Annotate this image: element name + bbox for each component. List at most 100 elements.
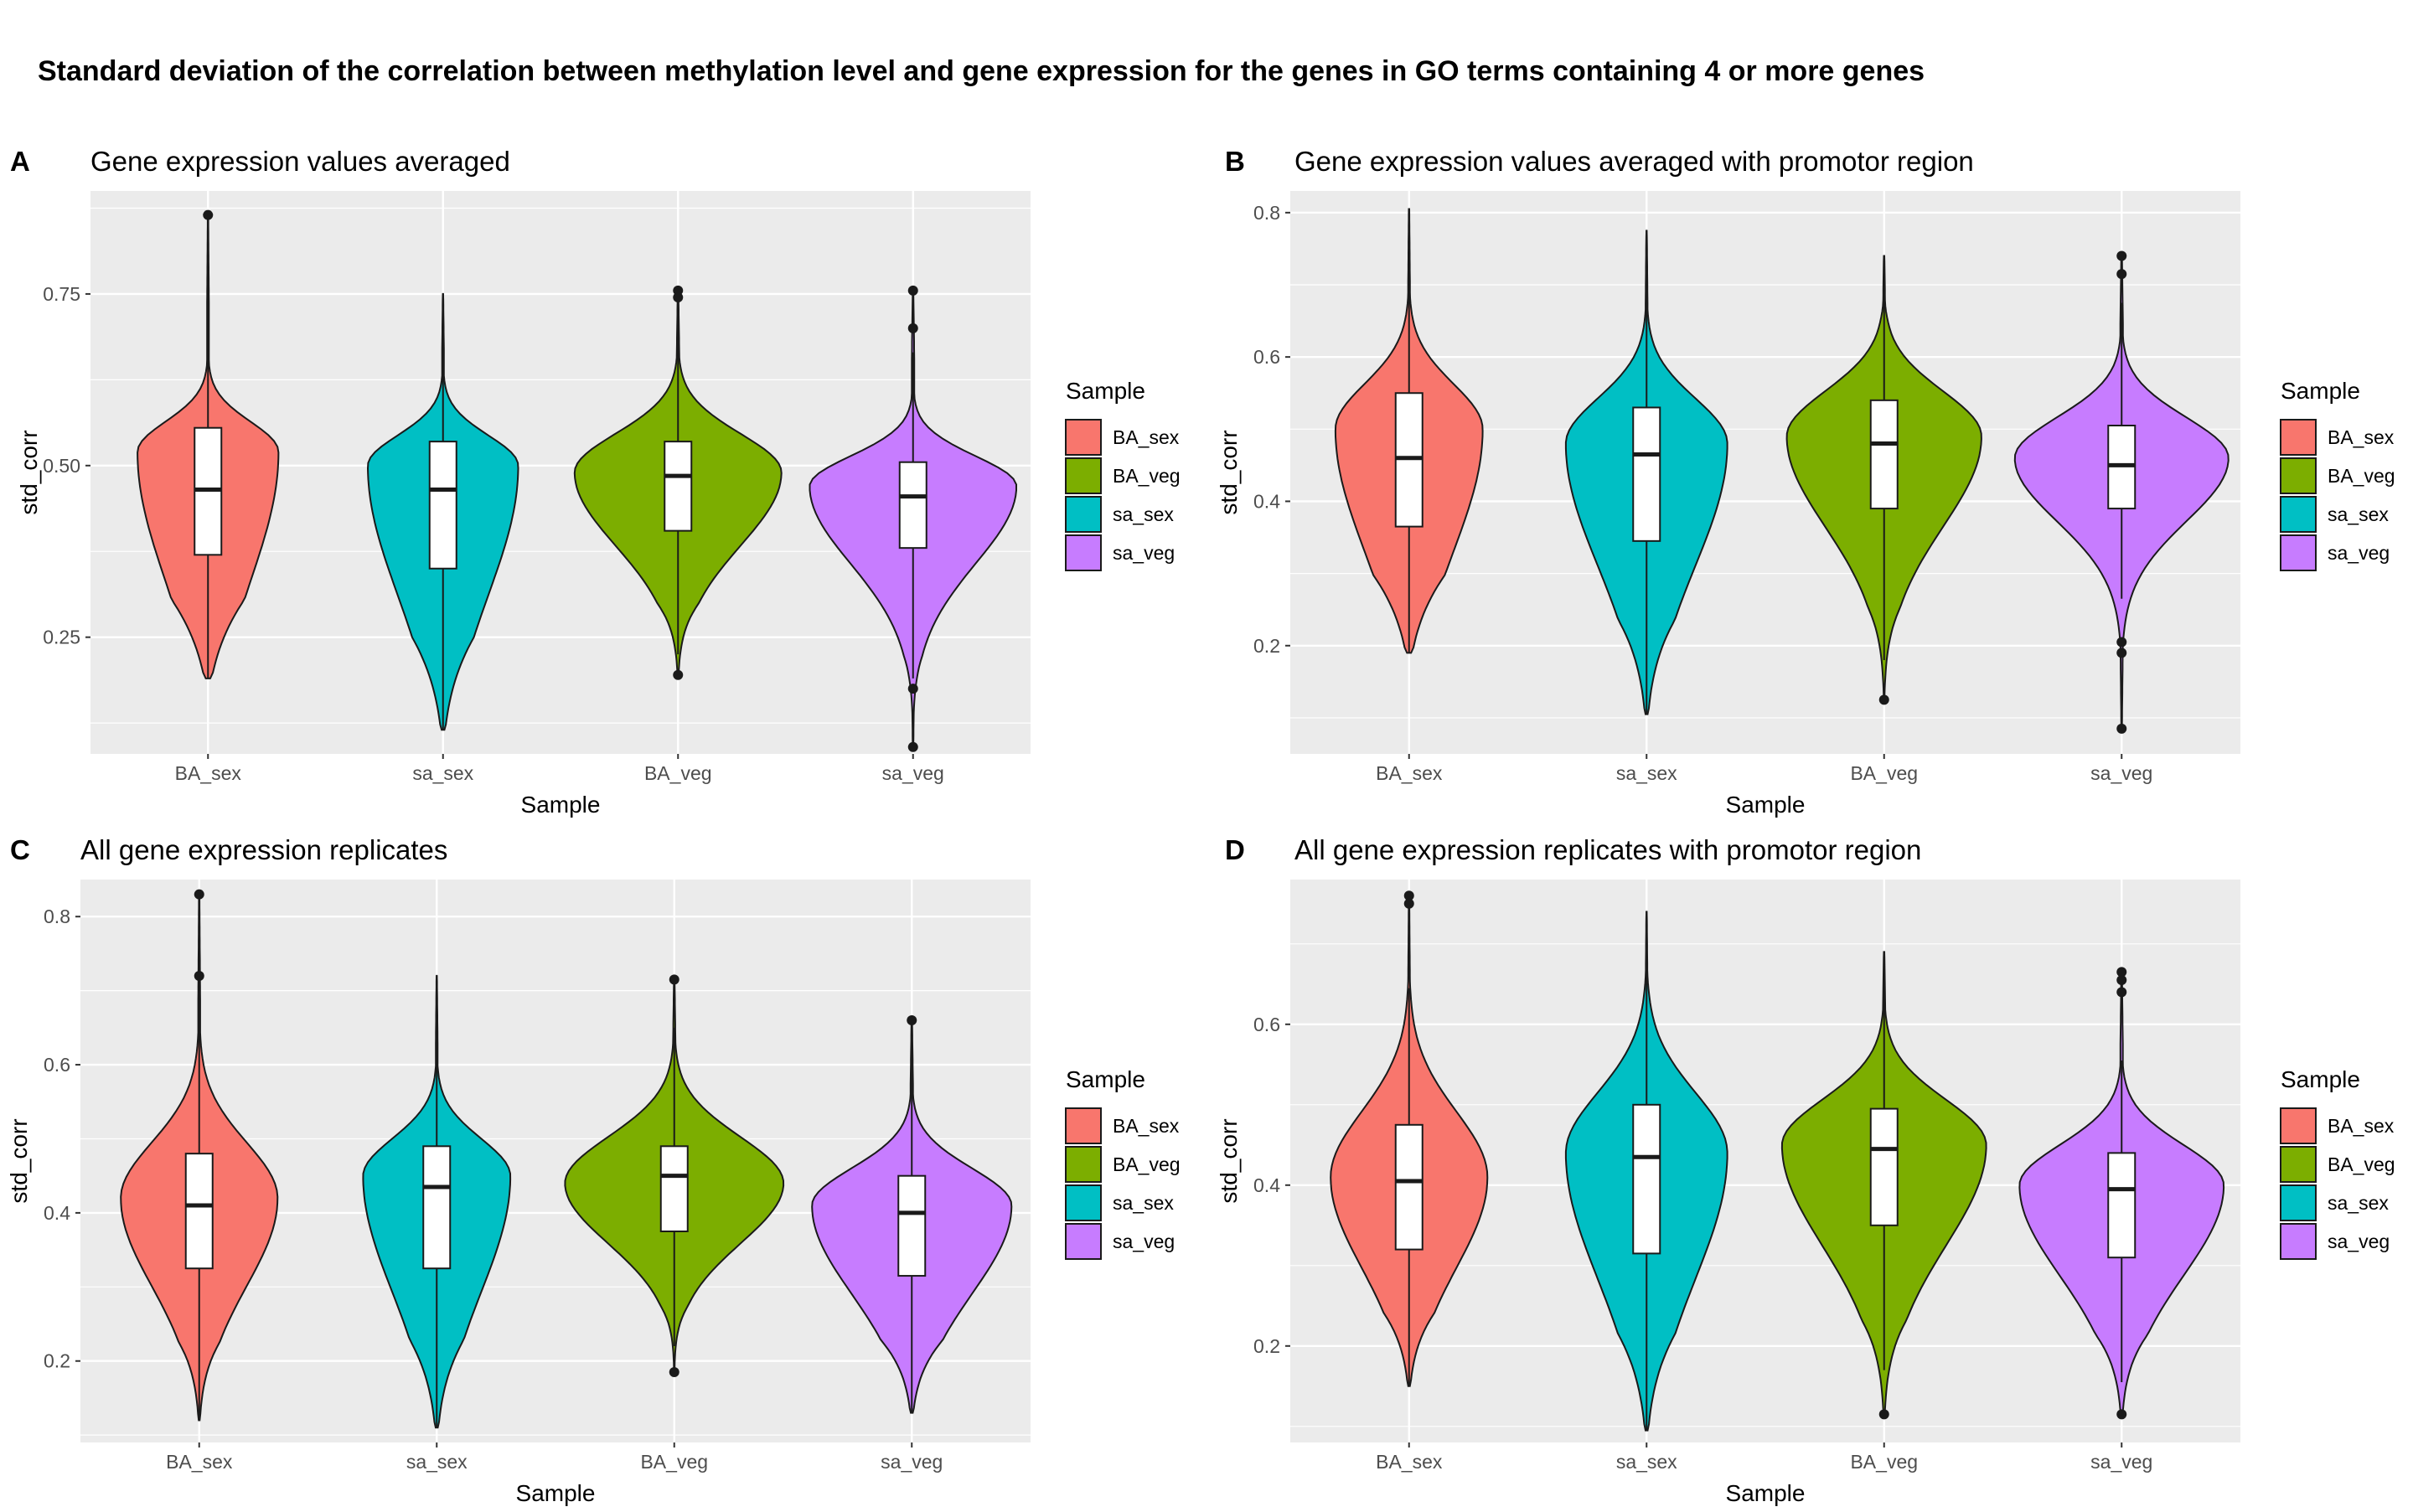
y-tick-label: 0.2 — [1253, 1335, 1280, 1357]
panel-c: C All gene expression replicates 0.2 0.4 0.6… — [6, 834, 1181, 1506]
box-iqr — [428, 441, 457, 570]
outlier-point — [194, 889, 204, 900]
legend-swatch-ba-veg — [1065, 457, 1102, 494]
outlier-point — [907, 323, 918, 333]
outlier-point — [673, 669, 684, 680]
box-iqr — [898, 461, 927, 550]
outlier-point — [2116, 269, 2127, 280]
outlier-point — [2116, 250, 2127, 261]
y-axis-title: std_corr — [1216, 1118, 1242, 1203]
legend-title: Sample — [2281, 378, 2360, 404]
panel-d: D All gene expression replicates with pro… — [1216, 834, 2395, 1506]
outlier-point — [2116, 723, 2127, 734]
x-axis-title: Sample — [1726, 1480, 1806, 1506]
legend: Sample BA_sex BA_veg sa_sex sa_veg — [1065, 378, 1181, 571]
panel-letter: D — [1225, 834, 1245, 865]
box-iqr — [659, 1145, 689, 1233]
outlier-point — [669, 974, 679, 985]
legend-label: sa_sex — [1113, 1192, 1174, 1214]
panel-title: Gene expression values averaged — [90, 146, 510, 177]
legend-swatch-sa-veg — [1065, 1223, 1102, 1260]
x-tick-label: BA_sex — [175, 762, 242, 784]
legend-swatch-sa-sex — [2280, 496, 2317, 533]
legend-title: Sample — [1066, 378, 1145, 404]
box-iqr — [1632, 406, 1661, 542]
x-tick-label: sa_sex — [1616, 1451, 1677, 1473]
x-tick-label: sa_veg — [881, 1451, 943, 1473]
outlier-point — [2116, 637, 2127, 648]
legend-swatch-ba-veg — [2280, 457, 2317, 494]
legend-label: BA_sex — [2328, 426, 2395, 448]
legend-label: sa_veg — [1113, 542, 1175, 564]
legend: Sample BA_sex BA_veg sa_sex sa_veg — [2280, 1066, 2395, 1260]
outlier-point — [203, 209, 214, 220]
legend-label: BA_veg — [1113, 1153, 1181, 1175]
box-iqr — [1869, 1107, 1899, 1226]
outlier-point — [907, 285, 918, 296]
legend-label: BA_sex — [1113, 426, 1180, 448]
legend-swatch-ba-sex — [1065, 419, 1102, 456]
legend-swatch-ba-sex — [2280, 419, 2317, 456]
legend-label: sa_veg — [1113, 1231, 1175, 1252]
y-tick-label: 0.8 — [44, 906, 70, 927]
x-tick-label: sa_veg — [2090, 762, 2152, 784]
legend-label: BA_sex — [1113, 1115, 1180, 1137]
panel-title: All gene expression replicates with prom… — [1294, 834, 1921, 865]
box-iqr — [1869, 399, 1899, 510]
outlier-point — [1878, 1409, 1889, 1420]
outlier-point — [2116, 975, 2127, 985]
x-tick-label: sa_sex — [412, 762, 473, 784]
panel-letter: B — [1225, 146, 1245, 177]
x-tick-label: BA_veg — [640, 1451, 708, 1473]
x-tick-label: BA_sex — [1376, 762, 1443, 784]
legend-label: sa_sex — [1113, 503, 1174, 525]
legend-swatch-sa-veg — [2280, 1223, 2317, 1260]
outlier-point — [673, 285, 684, 296]
box-iqr — [1394, 1123, 1424, 1251]
box-iqr — [897, 1174, 927, 1277]
x-tick-label: BA_sex — [166, 1451, 233, 1473]
panel-letter: A — [10, 146, 30, 177]
x-tick-label: BA_veg — [644, 762, 712, 784]
legend-swatch-sa-sex — [1065, 496, 1102, 533]
panel-title: Gene expression values averaged with pro… — [1294, 146, 1974, 177]
y-tick-label: 0.6 — [1253, 346, 1280, 368]
outlier-point — [2116, 648, 2127, 658]
legend-label: BA_veg — [2328, 465, 2395, 487]
y-axis-title: std_corr — [6, 1118, 32, 1203]
legend-swatch-ba-sex — [1065, 1107, 1102, 1144]
outlier-point — [669, 1367, 679, 1377]
legend-title: Sample — [1066, 1066, 1145, 1092]
outlier-point — [907, 741, 918, 752]
x-tick-label: sa_veg — [2090, 1451, 2152, 1473]
y-tick-label: 0.50 — [43, 455, 80, 477]
outlier-point — [907, 1015, 917, 1025]
y-tick-label: 0.4 — [1253, 490, 1280, 512]
panel-letter: C — [10, 834, 30, 865]
legend-label: sa_sex — [2328, 1192, 2389, 1214]
x-tick-label: sa_veg — [882, 762, 944, 784]
outlier-point — [1403, 898, 1414, 909]
legend-swatch-ba-veg — [2280, 1146, 2317, 1183]
y-axis-title: std_corr — [16, 430, 42, 514]
y-tick-label: 0.6 — [1253, 1014, 1280, 1035]
outlier-point — [194, 970, 204, 981]
legend-label: sa_veg — [2328, 1231, 2390, 1252]
panel-a: A Gene expression values averaged 0.25 0.50… — [10, 146, 1181, 818]
x-tick-label: sa_sex — [1616, 762, 1677, 784]
box-iqr — [2107, 1152, 2137, 1259]
legend-label: sa_veg — [2328, 542, 2390, 564]
y-tick-label: 0.2 — [1253, 635, 1280, 657]
x-axis-title: Sample — [521, 792, 601, 818]
legend-swatch-sa-veg — [1065, 534, 1102, 571]
legend-swatch-ba-veg — [1065, 1146, 1102, 1183]
outlier-point — [1878, 694, 1889, 705]
y-axis-title: std_corr — [1216, 430, 1242, 514]
y-tick-label: 0.6 — [44, 1054, 70, 1076]
box-iqr — [664, 441, 693, 532]
legend-label: sa_sex — [2328, 503, 2389, 525]
outlier-point — [907, 684, 918, 694]
y-tick-label: 0.4 — [44, 1202, 70, 1224]
